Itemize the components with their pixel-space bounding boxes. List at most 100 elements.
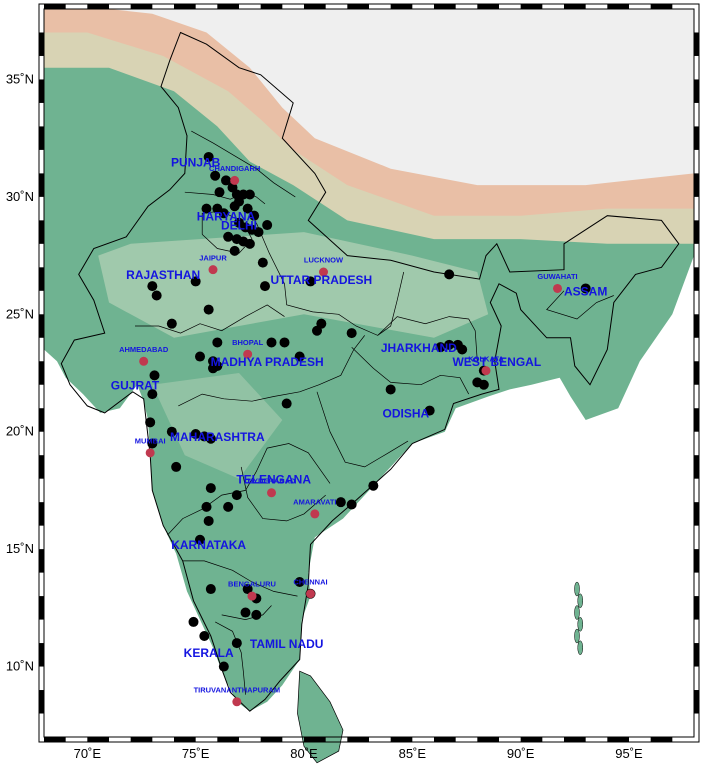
state-border: [167, 443, 331, 536]
station-dot: [266, 337, 277, 348]
station-dot: [444, 339, 455, 350]
state-border: [316, 391, 409, 468]
tibetan-plateau: [109, 9, 694, 186]
station-dot: [188, 616, 199, 627]
station-dot: [262, 220, 273, 231]
frame-segment: [694, 502, 699, 526]
x-tick-label: 70˚E: [74, 746, 102, 761]
station-dot: [147, 281, 158, 292]
state-label: TAMIL NADU: [250, 637, 324, 651]
station-dot: [212, 337, 223, 348]
frame-segment: [650, 737, 673, 742]
city-marker: [306, 589, 315, 599]
station-dot: [149, 370, 160, 381]
city-marker: [553, 283, 562, 293]
y-tick-label: 25˚N: [6, 306, 34, 321]
frame-segment: [694, 79, 699, 103]
city-marker: [267, 488, 276, 498]
station-dot: [385, 384, 396, 395]
state-label: KARNATAKA: [171, 538, 246, 552]
frame-segment: [607, 737, 629, 742]
frame-segment: [304, 4, 326, 9]
station-dot: [214, 187, 225, 198]
station-dot: [435, 342, 446, 353]
city-marker: [243, 349, 253, 359]
frame-segment: [130, 737, 153, 742]
frame-segment: [694, 643, 699, 667]
state-label: ODISHA: [382, 407, 429, 421]
frame-segment: [174, 4, 196, 9]
city-label: CHENNAI: [293, 577, 327, 586]
axis-ticks: 70˚E 75˚E 80˚E 85˚E 90˚E 95˚E 10˚N 15˚N 20˚N 25˚N…: [6, 71, 643, 761]
frame-segment: [39, 690, 44, 714]
andaman-island: [574, 605, 580, 620]
station-dot: [166, 318, 177, 329]
station-dot: [368, 480, 379, 491]
frame-segment: [44, 737, 66, 742]
capital-cities: CHANDIGARH JAIPUR LUCKNOW GUWAHATI BHOPAL AHM…: [119, 164, 578, 707]
state-label: GUJRAT: [111, 378, 160, 392]
city-marker: [230, 175, 240, 185]
state-border: [135, 304, 285, 334]
state-label: KERALA: [184, 646, 234, 660]
city-marker: [310, 509, 320, 519]
city-label: MUMBAI: [135, 436, 166, 445]
frame-segment: [39, 79, 44, 103]
frame-segment: [650, 4, 673, 9]
city-marker: [139, 356, 149, 366]
station-dot: [242, 203, 253, 214]
deccan-band: [152, 373, 283, 479]
frame-segment: [607, 4, 629, 9]
frame-segment: [39, 455, 44, 479]
frame-segment: [520, 4, 543, 9]
station-dot: [205, 433, 216, 444]
station-dot: [294, 351, 305, 362]
station-dot: [244, 238, 255, 249]
state-label: TELENGANA: [236, 472, 311, 486]
frame-segment: [39, 314, 44, 338]
station-dot: [229, 245, 240, 256]
frame-segment: [694, 32, 699, 56]
x-tick-label: 85˚E: [399, 746, 427, 761]
station-dot: [312, 325, 322, 336]
frame-segment: [39, 32, 44, 56]
city-marker: [247, 591, 257, 601]
city-label: CHANDIGARH: [209, 164, 260, 173]
station-dot: [249, 210, 260, 221]
city-label: JAIPUR: [199, 253, 227, 262]
station-dot: [231, 638, 242, 649]
state-border: [191, 130, 296, 198]
station-dot: [203, 515, 214, 526]
frame-segment: [694, 690, 699, 714]
station-dot: [210, 170, 221, 181]
frame-segment: [694, 220, 699, 244]
station-dot: [147, 438, 158, 449]
x-tick-label: 95˚E: [615, 746, 643, 761]
frame-segment: [39, 126, 44, 150]
frame-segment: [39, 267, 44, 291]
city-label: BHOPAL: [232, 338, 264, 347]
andaman-island: [577, 640, 583, 656]
frame-segment: [130, 4, 153, 9]
andaman-island: [574, 581, 580, 597]
station-dot: [151, 290, 162, 301]
frame-segment: [390, 4, 413, 9]
frame-segment: [260, 737, 283, 742]
station-dot: [257, 257, 268, 268]
city-label: AHMEDABAD: [119, 345, 169, 354]
state-border: [240, 466, 326, 522]
frame-segment: [694, 173, 699, 197]
frame-segment: [39, 220, 44, 244]
frame-segment: [44, 4, 66, 9]
state-label: PUNJAB: [171, 155, 221, 169]
x-tick-label: 90˚E: [507, 746, 535, 761]
frame-segment: [39, 596, 44, 620]
city-marker: [481, 366, 491, 376]
frame-segment: [39, 361, 44, 385]
state-label: UTTAR PRADESH: [270, 273, 372, 287]
city-label: BENGALURU: [228, 580, 276, 589]
frame-segment: [390, 737, 413, 742]
frame-segment: [694, 314, 699, 338]
